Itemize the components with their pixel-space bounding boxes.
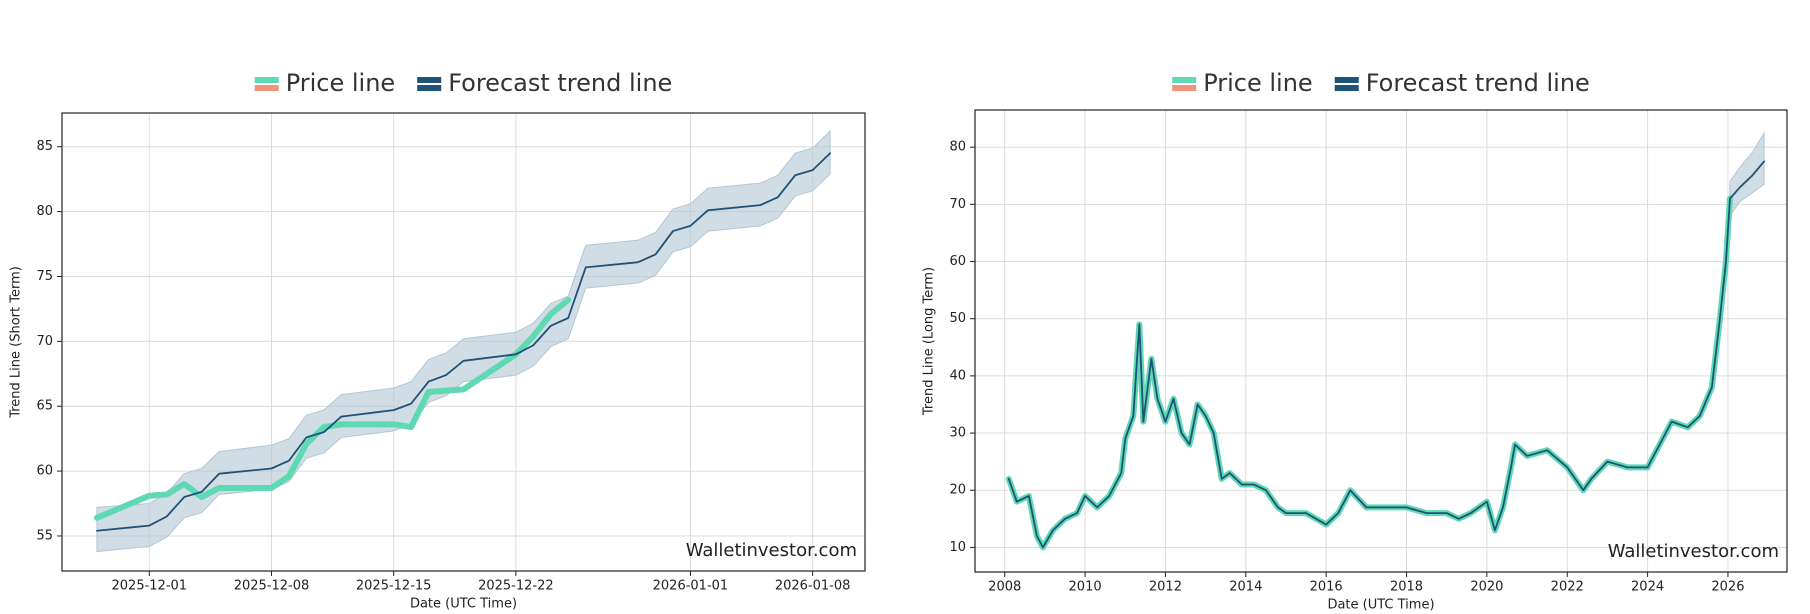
x-tick-label: 2025-12-22 <box>478 579 554 594</box>
y-tick-label: 50 <box>949 311 966 326</box>
y-tick-label: 70 <box>36 334 53 349</box>
series-line <box>96 152 831 532</box>
y-axis-label: Trend Line (Long Term) <box>922 267 937 416</box>
y-tick-label: 10 <box>949 540 966 555</box>
y-tick-label: 70 <box>949 197 966 212</box>
x-tick-label: 2010 <box>1069 580 1102 595</box>
legend-swatch-bottom <box>417 85 442 91</box>
legend: Price line Forecast trend line <box>254 69 672 97</box>
y-tick-label: 80 <box>949 140 966 155</box>
y-tick-label: 40 <box>949 368 966 383</box>
y-tick-label: 75 <box>36 269 53 284</box>
y-tick-label: 20 <box>949 483 966 498</box>
legend-label: Price line <box>286 69 396 97</box>
watermark: Walletinvestor.com <box>1608 541 1779 562</box>
y-axis-label: Trend Line (Short Term) <box>9 266 24 419</box>
legend-swatch-bottom <box>1334 85 1359 91</box>
x-tick-label: 2024 <box>1631 580 1664 595</box>
legend-swatch-top <box>417 77 442 83</box>
y-tick-label: 55 <box>36 528 53 543</box>
x-tick-label: 2025-12-01 <box>112 579 188 594</box>
series-line <box>1005 195 1733 551</box>
confidence-band <box>1729 131 1765 218</box>
legend-swatch-top <box>254 77 279 83</box>
legend-label: Price line <box>1203 69 1313 97</box>
y-tick-label: 60 <box>36 464 53 479</box>
chart: 55 60 65 70 75 80 85 2025-12-01 2025-12-08 2025-1… <box>9 69 866 612</box>
x-tick-label: 2025-12-15 <box>356 579 432 594</box>
x-tick-label: 2026 <box>1711 580 1744 595</box>
legend-swatch-top <box>1334 77 1359 83</box>
legend-swatch-bottom <box>254 85 279 91</box>
legend-swatch-bottom <box>1172 85 1197 91</box>
x-axis-label: Date (UTC Time) <box>410 597 517 612</box>
y-tick-label: 30 <box>949 426 966 441</box>
confidence-band <box>96 129 831 553</box>
series-line <box>1007 160 1765 549</box>
legend-label: Forecast trend line <box>1366 69 1590 97</box>
x-axis-label: Date (UTC Time) <box>1327 598 1434 613</box>
x-tick-label: 2026-01-01 <box>653 579 729 594</box>
legend-swatch <box>1334 77 1359 91</box>
x-tick-label: 2008 <box>988 580 1021 595</box>
y-tick-label: 65 <box>36 399 53 414</box>
legend-swatch <box>1172 77 1197 91</box>
plot-frame <box>61 112 866 572</box>
x-tick-label: 2020 <box>1470 580 1503 595</box>
series-line <box>93 296 572 521</box>
x-tick-label: 2014 <box>1229 580 1262 595</box>
legend-swatch-top <box>1172 77 1197 83</box>
y-tick-label: 80 <box>36 204 53 219</box>
y-tick-label: 60 <box>949 254 966 269</box>
y-tick-label: 85 <box>36 139 53 154</box>
legend-swatch <box>417 77 442 91</box>
watermark: Walletinvestor.com <box>686 540 857 561</box>
legend-swatch <box>254 77 279 91</box>
x-tick-label: 2025-12-08 <box>234 579 310 594</box>
x-tick-label: 2026-01-08 <box>775 579 851 594</box>
chart: 10 20 30 40 50 60 70 80 2008 2010 2012 2014 2016 2018… <box>922 69 1788 613</box>
plot-frame <box>974 109 1788 573</box>
x-tick-label: 2018 <box>1390 580 1423 595</box>
x-tick-label: 2012 <box>1149 580 1182 595</box>
legend-label: Forecast trend line <box>448 69 672 97</box>
x-tick-label: 2022 <box>1551 580 1584 595</box>
legend: Price line Forecast trend line <box>1172 69 1590 97</box>
x-tick-label: 2016 <box>1310 580 1343 595</box>
